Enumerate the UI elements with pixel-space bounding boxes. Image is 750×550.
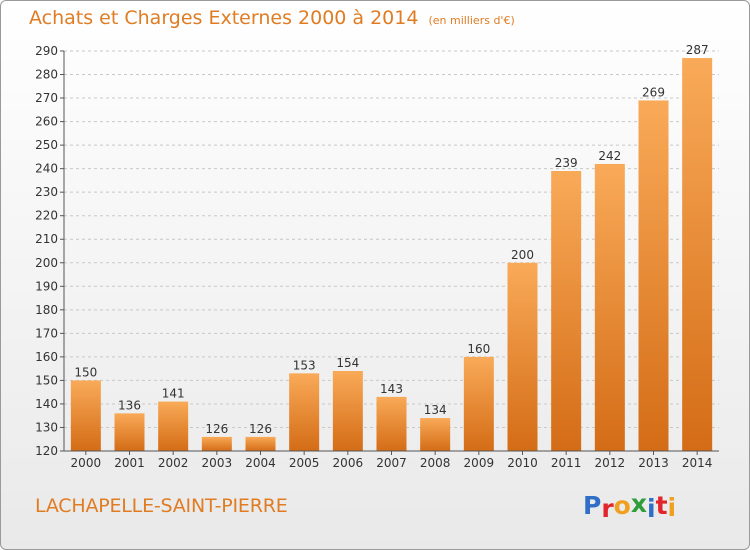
data-label-2008: 134 (424, 403, 447, 417)
data-label-2002: 141 (162, 387, 185, 401)
bar-2001 (114, 413, 145, 451)
y-tick-label: 150 (35, 373, 58, 387)
data-label-2004: 126 (249, 422, 272, 436)
data-label-2003: 126 (205, 422, 228, 436)
x-tick-label-2009: 2009 (464, 456, 495, 470)
data-label-2011: 239 (555, 156, 578, 170)
x-tick-label-2003: 2003 (202, 456, 233, 470)
logo-letter: P (583, 491, 602, 520)
y-tick-label: 230 (35, 185, 58, 199)
x-tick-label-2002: 2002 (158, 456, 189, 470)
chart-title-text: Achats et Charges Externes 2000 à 2014 (29, 7, 419, 29)
x-tick-label-2011: 2011 (551, 456, 582, 470)
bar-2007 (376, 396, 407, 451)
axes: 120 130 140 150 160 170 180 190 200 210 220 230 240 2… (35, 44, 719, 470)
bar-2012 (594, 163, 625, 452)
x-tick-label-2005: 2005 (289, 456, 320, 470)
bar-2014 (682, 58, 713, 451)
bar-2010 (507, 262, 538, 451)
logo-letter: i (667, 493, 677, 522)
bar-2004 (245, 436, 276, 451)
y-tick-label: 200 (35, 256, 58, 270)
logo-letter: o (613, 491, 631, 520)
bar-2002 (158, 401, 189, 451)
x-tick-label-2013: 2013 (638, 456, 669, 470)
data-label-2014: 287 (686, 43, 709, 57)
bar-2008 (420, 418, 451, 451)
x-tick-label-2006: 2006 (333, 456, 364, 470)
data-label-2005: 153 (293, 358, 316, 372)
x-tick-label-2000: 2000 (71, 456, 102, 470)
chart-subtitle: (en milliers d'€) (428, 14, 515, 27)
proxiti-logo: Proxiti (583, 489, 677, 523)
data-label-2010: 200 (511, 248, 534, 262)
x-tick-label-2007: 2007 (376, 456, 407, 470)
bar-2009 (463, 356, 494, 451)
y-tick-label: 190 (35, 279, 58, 293)
bar-2000 (70, 380, 101, 451)
x-tick-label-2008: 2008 (420, 456, 451, 470)
bar-2005 (289, 373, 320, 451)
logo-letter: r (601, 494, 614, 523)
y-tick-label: 130 (35, 420, 58, 434)
logo-letter: x (630, 489, 647, 518)
y-tick-label: 250 (35, 138, 58, 152)
data-label-2001: 136 (118, 398, 141, 412)
data-label-2006: 154 (336, 356, 359, 370)
data-label-2013: 269 (642, 85, 665, 99)
data-label-2009: 160 (467, 342, 490, 356)
y-tick-label: 180 (35, 303, 58, 317)
commune-name: LACHAPELLE-SAINT-PIERRE (35, 495, 288, 517)
bar-2013 (638, 100, 669, 451)
bar-2003 (201, 436, 232, 451)
y-tick-label: 140 (35, 397, 58, 411)
y-tick-label: 270 (35, 91, 58, 105)
chart-title: Achats et Charges Externes 2000 à 2014 (e… (29, 7, 515, 29)
logo-letter: i (647, 494, 656, 523)
y-tick-label: 160 (35, 350, 58, 364)
x-tick-label-2001: 2001 (114, 456, 145, 470)
y-tick-label: 240 (35, 162, 58, 176)
bar-2011 (551, 171, 582, 451)
y-tick-label: 120 (35, 444, 58, 458)
y-tick-label: 260 (35, 115, 58, 129)
x-tick-label-2012: 2012 (595, 456, 626, 470)
logo-letter: t (655, 491, 668, 520)
y-tick-label: 290 (35, 44, 58, 58)
y-tick-label: 220 (35, 209, 58, 223)
y-tick-label: 210 (35, 232, 58, 246)
data-label-2012: 242 (598, 149, 621, 163)
bars (70, 58, 713, 452)
x-tick-label-2010: 2010 (507, 456, 538, 470)
data-labels: 150 136 141 126 126 153 154 143 134 160 200 239 242 2… (74, 43, 708, 436)
y-tick-label: 170 (35, 326, 58, 340)
x-tick-label-2004: 2004 (245, 456, 276, 470)
data-label-2007: 143 (380, 382, 403, 396)
y-tick-label: 280 (35, 68, 58, 82)
bar-2006 (332, 371, 363, 451)
x-tick-label-2014: 2014 (682, 456, 713, 470)
data-label-2000: 150 (74, 365, 97, 379)
